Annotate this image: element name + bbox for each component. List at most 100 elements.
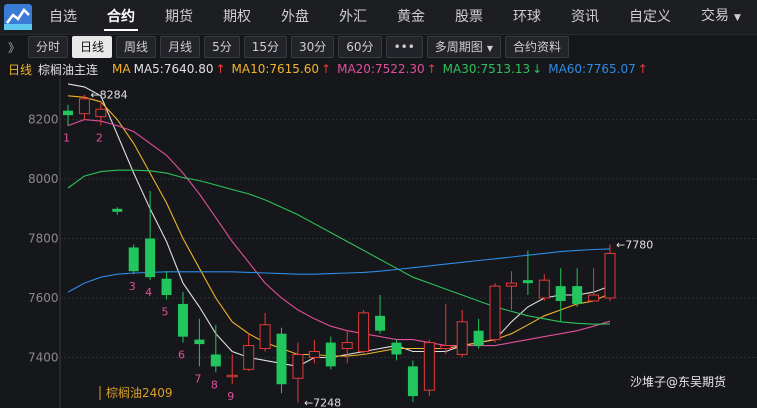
period-button-0[interactable]: 分时 (28, 36, 69, 58)
candle-body[interactable] (341, 342, 353, 350)
period-label: 日线 (8, 62, 33, 77)
candle-index-label: 5 (162, 305, 169, 318)
candle-body[interactable] (161, 278, 172, 296)
period-button-8[interactable]: ••• (385, 36, 423, 58)
nav-item-2[interactable]: 期货 (150, 0, 208, 34)
candle-body[interactable] (358, 312, 370, 353)
candle-body[interactable] (407, 366, 418, 397)
period-button-2[interactable]: 周线 (116, 36, 157, 58)
nav-item-1[interactable]: 合约 (92, 0, 150, 34)
nav-item-label: 期货 (165, 9, 193, 25)
nav-item-10[interactable]: 自定义 (614, 0, 686, 34)
last-price-annotation: ←7780 (616, 238, 653, 251)
watermark: 沙堆子@东吴期货 (630, 374, 726, 389)
period-button-6[interactable]: 30分 (291, 36, 335, 58)
candle-body[interactable] (325, 342, 336, 367)
candle-body[interactable] (522, 280, 533, 284)
candle-body[interactable] (210, 354, 221, 367)
contract-name[interactable]: 棕榈油主连 (38, 62, 99, 77)
nav-item-9[interactable]: 资讯 (556, 0, 614, 34)
candle-index-label: 4 (145, 286, 152, 299)
nav-menu: 自选 合约 期货 期权 外盘 外汇 黄金 股票 环球 资讯 自定义 交易 ▼ (34, 0, 756, 34)
nav-item-3[interactable]: 期权 (208, 0, 266, 34)
candle-body[interactable] (112, 208, 123, 212)
candle-body[interactable] (391, 342, 402, 355)
candle-body[interactable] (572, 286, 583, 304)
candle-body[interactable] (292, 353, 304, 379)
candle-body[interactable] (555, 286, 566, 301)
candle-body[interactable] (226, 374, 238, 378)
ma-line-ma10 (67, 95, 611, 357)
period-button-5[interactable]: 15分 (243, 36, 287, 58)
chevron-down-icon: ▼ (486, 44, 493, 53)
chevron-down-icon[interactable]: ▼ (734, 13, 741, 23)
candle-body[interactable] (243, 345, 255, 370)
candle-index-label: 7 (194, 372, 201, 385)
candle-body[interactable] (489, 285, 501, 341)
candle-body[interactable] (440, 345, 452, 350)
y-tick-label: 7400 (28, 350, 59, 364)
candle-index-label: 1 (63, 132, 70, 145)
period-button-10[interactable]: 合约资料 (504, 36, 569, 58)
expand-panel-icon[interactable]: 》 (8, 40, 21, 55)
candle-body[interactable] (375, 315, 386, 331)
nav-item-label: 期权 (223, 9, 251, 25)
nav-item-5[interactable]: 外汇 (324, 0, 382, 34)
nav-item-label: 外盘 (281, 9, 309, 25)
nav-item-label: 自选 (49, 9, 77, 25)
candle-body[interactable] (63, 110, 73, 116)
candle-body[interactable] (128, 247, 139, 272)
candle-body[interactable] (538, 279, 550, 299)
candle-body[interactable] (276, 333, 287, 385)
nav-item-label: 股票 (455, 9, 483, 25)
candle-index-label: 9 (227, 390, 234, 403)
ma-line-ma20 (67, 119, 611, 347)
ma-legend-item: MA10:7615.60 (231, 62, 320, 76)
period-button-4[interactable]: 5分 (204, 36, 240, 58)
candle-body[interactable] (423, 342, 435, 391)
candle-body[interactable] (95, 108, 107, 118)
nav-item-8[interactable]: 环球 (498, 0, 556, 34)
candle-body[interactable] (604, 252, 616, 299)
period-button-9[interactable]: 多周期图 ▼ (426, 36, 501, 58)
ma-legend-item: MA20:7522.30 (337, 62, 425, 76)
nav-item-11[interactable]: 交易 ▼ (686, 0, 756, 35)
period-toolbar: 》 分时 日线 周线 月线 5分 15分 30分 60分 ••• 多周期图 ▼ 合约资料 (0, 35, 757, 59)
high-price-annotation: ←8284 (90, 89, 127, 102)
nav-item-4[interactable]: 外盘 (266, 0, 324, 34)
candlestick-chart[interactable]: 7400 7600 7800 8000 8200 1 2 3 45 67 89 棕榈油2409 沙… (0, 78, 757, 408)
top-navigation: 自选 合约 期货 期权 外盘 外汇 黄金 股票 环球 资讯 自定义 交易 ▼ (0, 0, 757, 35)
candle-body[interactable] (78, 98, 90, 115)
period-button-3[interactable]: 月线 (160, 36, 201, 58)
arrow-up-icon: ↑ (321, 62, 332, 76)
candle-body[interactable] (473, 330, 484, 346)
arrow-up-icon: ↑ (215, 62, 226, 76)
candle-body[interactable] (194, 339, 205, 345)
nav-item-label: 环球 (513, 9, 541, 25)
nav-item-7[interactable]: 股票 (440, 0, 498, 34)
arrow-up-icon: ↑ (637, 62, 648, 76)
candle-body[interactable] (145, 238, 156, 278)
ma-line-ma60 (67, 248, 611, 293)
arrow-up-icon: ↑ (426, 62, 437, 76)
y-tick-label: 7800 (28, 232, 59, 246)
candle-index-label: 6 (178, 349, 185, 362)
nav-item-label: 外汇 (339, 9, 367, 25)
candle-body[interactable] (308, 351, 320, 358)
period-button-1[interactable]: 日线 (72, 36, 113, 58)
candle-body[interactable] (588, 294, 600, 302)
nav-item-6[interactable]: 黄金 (382, 0, 440, 34)
ma-legend: 日线 棕榈油主连 MA MA5:7640.80 ↑ MA10:7615.60 ↑ MA2… (0, 60, 757, 78)
candle-body[interactable] (505, 282, 517, 287)
period-button-7[interactable]: 60分 (338, 36, 382, 58)
y-tick-label: 8000 (28, 172, 59, 186)
y-tick-label: 7600 (28, 291, 59, 305)
contract-code-label: 棕榈油2409 (106, 385, 173, 400)
candle-body[interactable] (456, 321, 468, 355)
candle-body[interactable] (259, 324, 271, 350)
app-logo-icon[interactable] (2, 1, 34, 33)
candle-body[interactable] (177, 303, 188, 337)
nav-item-0[interactable]: 自选 (34, 0, 92, 34)
nav-item-label: 交易 (701, 8, 729, 24)
nav-item-label: 合约 (107, 9, 135, 25)
